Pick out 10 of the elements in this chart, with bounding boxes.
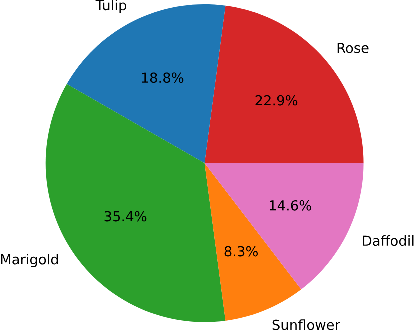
data-label: 18.8%	[142, 72, 184, 83]
slice-label: Sunflower	[272, 319, 340, 330]
data-label: 14.6%	[270, 200, 312, 211]
slice-label: Rose	[338, 42, 369, 54]
data-label: 8.3%	[224, 246, 258, 257]
data-label: 35.4%	[104, 211, 147, 222]
slice-label: Daffodil	[363, 235, 414, 246]
slice-label: Tulip	[96, 0, 126, 14]
slice-label: Marigold	[1, 254, 58, 268]
data-label: 22.9%	[256, 95, 298, 106]
